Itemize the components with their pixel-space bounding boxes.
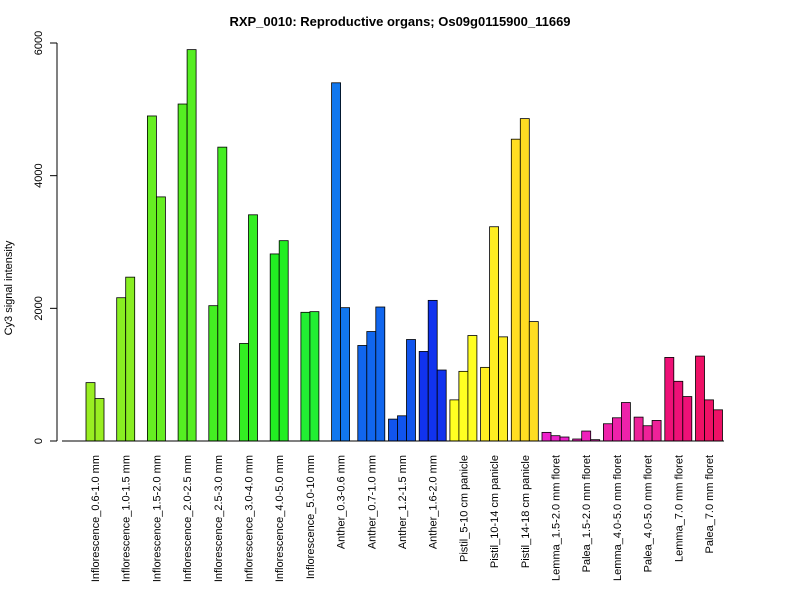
bar <box>269 253 280 442</box>
bar <box>177 103 188 442</box>
bar <box>664 357 675 442</box>
bar <box>682 396 693 442</box>
x-tick-label: Inflorescence_0.6-1.0 mm <box>90 455 102 582</box>
bar <box>603 423 613 442</box>
bar <box>621 402 631 442</box>
x-tick-label: Anther_1.6-2.0 mm <box>428 455 440 549</box>
bar <box>458 370 469 442</box>
bar <box>300 311 311 442</box>
bar <box>642 425 653 442</box>
bar <box>449 399 460 442</box>
bar <box>85 382 96 442</box>
bar <box>248 214 258 442</box>
bar <box>489 226 500 442</box>
bar <box>418 351 429 442</box>
bar <box>186 49 197 442</box>
y-tick-label: 0 <box>33 438 45 444</box>
bar <box>331 82 342 442</box>
bar <box>340 307 351 442</box>
bar <box>612 417 622 442</box>
x-tick-label: Anther_1.2-1.5 mm <box>397 455 409 549</box>
bar <box>239 343 249 442</box>
y-tick-label: 6000 <box>33 31 45 55</box>
bar <box>94 398 105 442</box>
bar <box>116 297 127 442</box>
bar <box>388 418 398 442</box>
bar <box>480 366 491 442</box>
bar <box>695 355 705 442</box>
x-tick-label: Lemma_1.5-2.0 mm floret <box>551 455 563 581</box>
x-tick-label: Palea_4.0-5.0 mm floret <box>643 455 655 572</box>
y-axis: 0 2000 4000 6000 <box>33 31 58 444</box>
x-tick-label: Pistil_5-10 cm panicle <box>458 455 470 562</box>
bar <box>673 380 684 442</box>
x-tick-label: Inflorescence_2.5-3.0 mm <box>213 455 225 582</box>
chart-title: RXP_0010: Reproductive organs; Os09g0115… <box>229 14 570 29</box>
x-tick-label: Pistil_10-14 cm panicle <box>489 455 501 568</box>
x-tick-label: Lemma_4.0-5.0 mm floret <box>612 455 624 581</box>
x-tick-label: Anther_0.7-1.0 mm <box>366 455 378 549</box>
bar <box>528 321 539 442</box>
bar <box>155 196 166 442</box>
bar <box>519 118 530 442</box>
bar <box>510 138 521 442</box>
x-tick-label: Palea_1.5-2.0 mm floret <box>581 455 593 572</box>
bar <box>146 115 157 442</box>
x-tick-label: Anther_0.3-0.6 mm <box>336 455 348 549</box>
bar <box>208 305 219 442</box>
bar <box>357 345 368 442</box>
bar <box>397 415 407 442</box>
bar <box>498 336 509 442</box>
x-tick-label: Inflorescence_5.0-10 mm <box>305 455 317 579</box>
bar <box>217 146 228 442</box>
bar <box>406 339 416 442</box>
bar <box>366 331 377 442</box>
y-axis-label: Cy3 signal intensity <box>3 240 15 335</box>
x-tick-label: Inflorescence_2.0-2.5 mm <box>182 455 194 582</box>
bar <box>467 335 478 442</box>
x-tick-label: Lemma_7.0 mm floret <box>673 455 685 562</box>
y-tick-label: 2000 <box>33 296 45 320</box>
bar <box>550 435 561 442</box>
bar <box>581 430 592 442</box>
x-tick-label: Inflorescence_1.0-1.5 mm <box>121 455 133 582</box>
bar <box>278 240 289 442</box>
bar <box>436 369 447 442</box>
bar <box>309 311 320 442</box>
bar <box>633 416 644 442</box>
x-tick-labels: Inflorescence_0.6-1.0 mm Inflorescence_1.… <box>90 455 716 582</box>
bar <box>125 276 136 442</box>
bars-group <box>85 49 723 442</box>
bar <box>651 420 662 442</box>
y-tick-label: 4000 <box>33 163 45 187</box>
bar <box>541 431 552 442</box>
x-tick-label: Palea_7.0 mm floret <box>704 455 716 553</box>
x-tick-label: Pistil_14-18 cm panicle <box>520 455 532 568</box>
x-tick-label: Inflorescence_4.0-5.0 mm <box>274 455 286 582</box>
bar <box>704 399 714 442</box>
x-tick-label: Inflorescence_1.5-2.0 mm <box>151 455 163 582</box>
x-tick-label: Inflorescence_3.0-4.0 mm <box>244 455 256 582</box>
bar <box>427 299 438 442</box>
bar <box>375 306 386 442</box>
bar <box>559 436 570 442</box>
bar <box>713 409 723 442</box>
